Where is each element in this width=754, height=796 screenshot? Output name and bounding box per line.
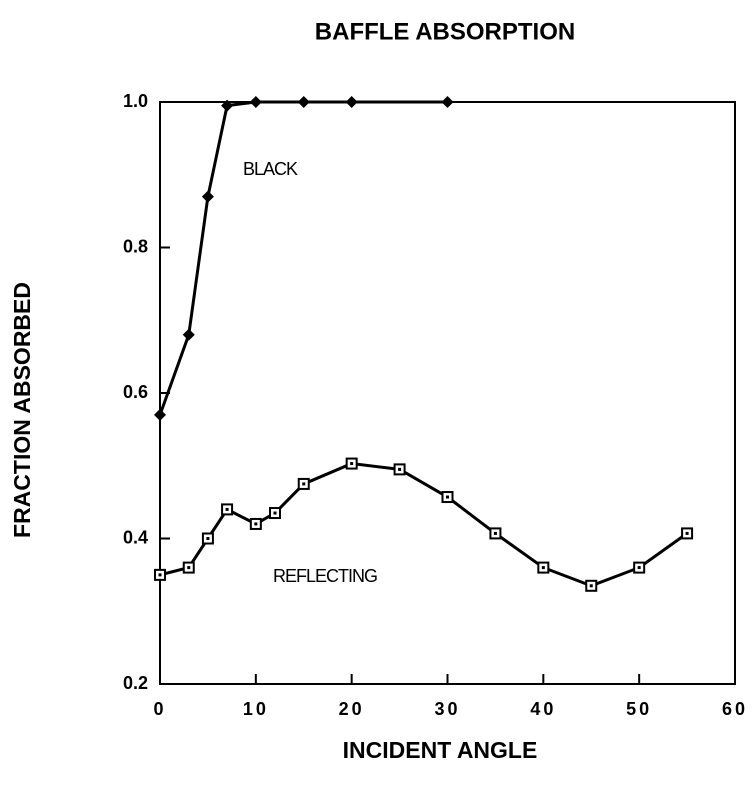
- series-label: BLACK: [243, 159, 298, 179]
- marker: [201, 190, 214, 203]
- marker: [182, 328, 195, 341]
- x-tick-label: 60: [722, 699, 748, 719]
- marker-dot: [685, 531, 689, 535]
- marker-dot: [302, 482, 306, 486]
- marker-dot: [254, 522, 258, 526]
- chart-title: BAFFLE ABSORPTION: [315, 18, 575, 45]
- marker: [221, 99, 234, 112]
- series-line: [159, 462, 688, 588]
- y-tick-label: 1.0: [123, 91, 148, 111]
- marker-dot: [187, 566, 191, 570]
- series-line: [158, 100, 448, 416]
- marker-dot: [350, 462, 354, 466]
- marker: [154, 408, 166, 421]
- y-tick-label: 0.4: [123, 527, 148, 547]
- marker: [345, 96, 358, 108]
- marker-dot: [398, 467, 402, 471]
- y-tick-label: 0.8: [123, 236, 148, 256]
- x-axis-label: INCIDENT ANGLE: [343, 737, 538, 763]
- plot-frame: [159, 101, 736, 685]
- x-tick-label: 50: [626, 699, 652, 719]
- marker-dot: [541, 566, 545, 570]
- marker-dot: [158, 573, 162, 577]
- marker-dot: [206, 537, 210, 540]
- marker-dot: [637, 566, 641, 570]
- x-tick-label: 20: [339, 699, 365, 719]
- x-tick-label: 10: [243, 699, 269, 719]
- marker: [441, 96, 454, 108]
- y-tick-label: 0.2: [123, 673, 148, 693]
- marker: [297, 96, 310, 108]
- marker-dot: [589, 584, 593, 588]
- series-label: REFLECTING: [273, 566, 377, 586]
- marker-dot: [225, 507, 229, 511]
- marker-dot: [446, 495, 449, 499]
- y-tick-label: 0.6: [123, 382, 148, 402]
- x-tick-label: 40: [530, 699, 556, 719]
- y-axis-label: FRACTION ABSORBED: [9, 282, 35, 538]
- x-tick-label: 0: [153, 699, 166, 719]
- marker: [249, 96, 262, 108]
- x-tick-label: 30: [434, 699, 460, 719]
- marker-dot: [273, 511, 277, 515]
- marker-dot: [493, 531, 497, 535]
